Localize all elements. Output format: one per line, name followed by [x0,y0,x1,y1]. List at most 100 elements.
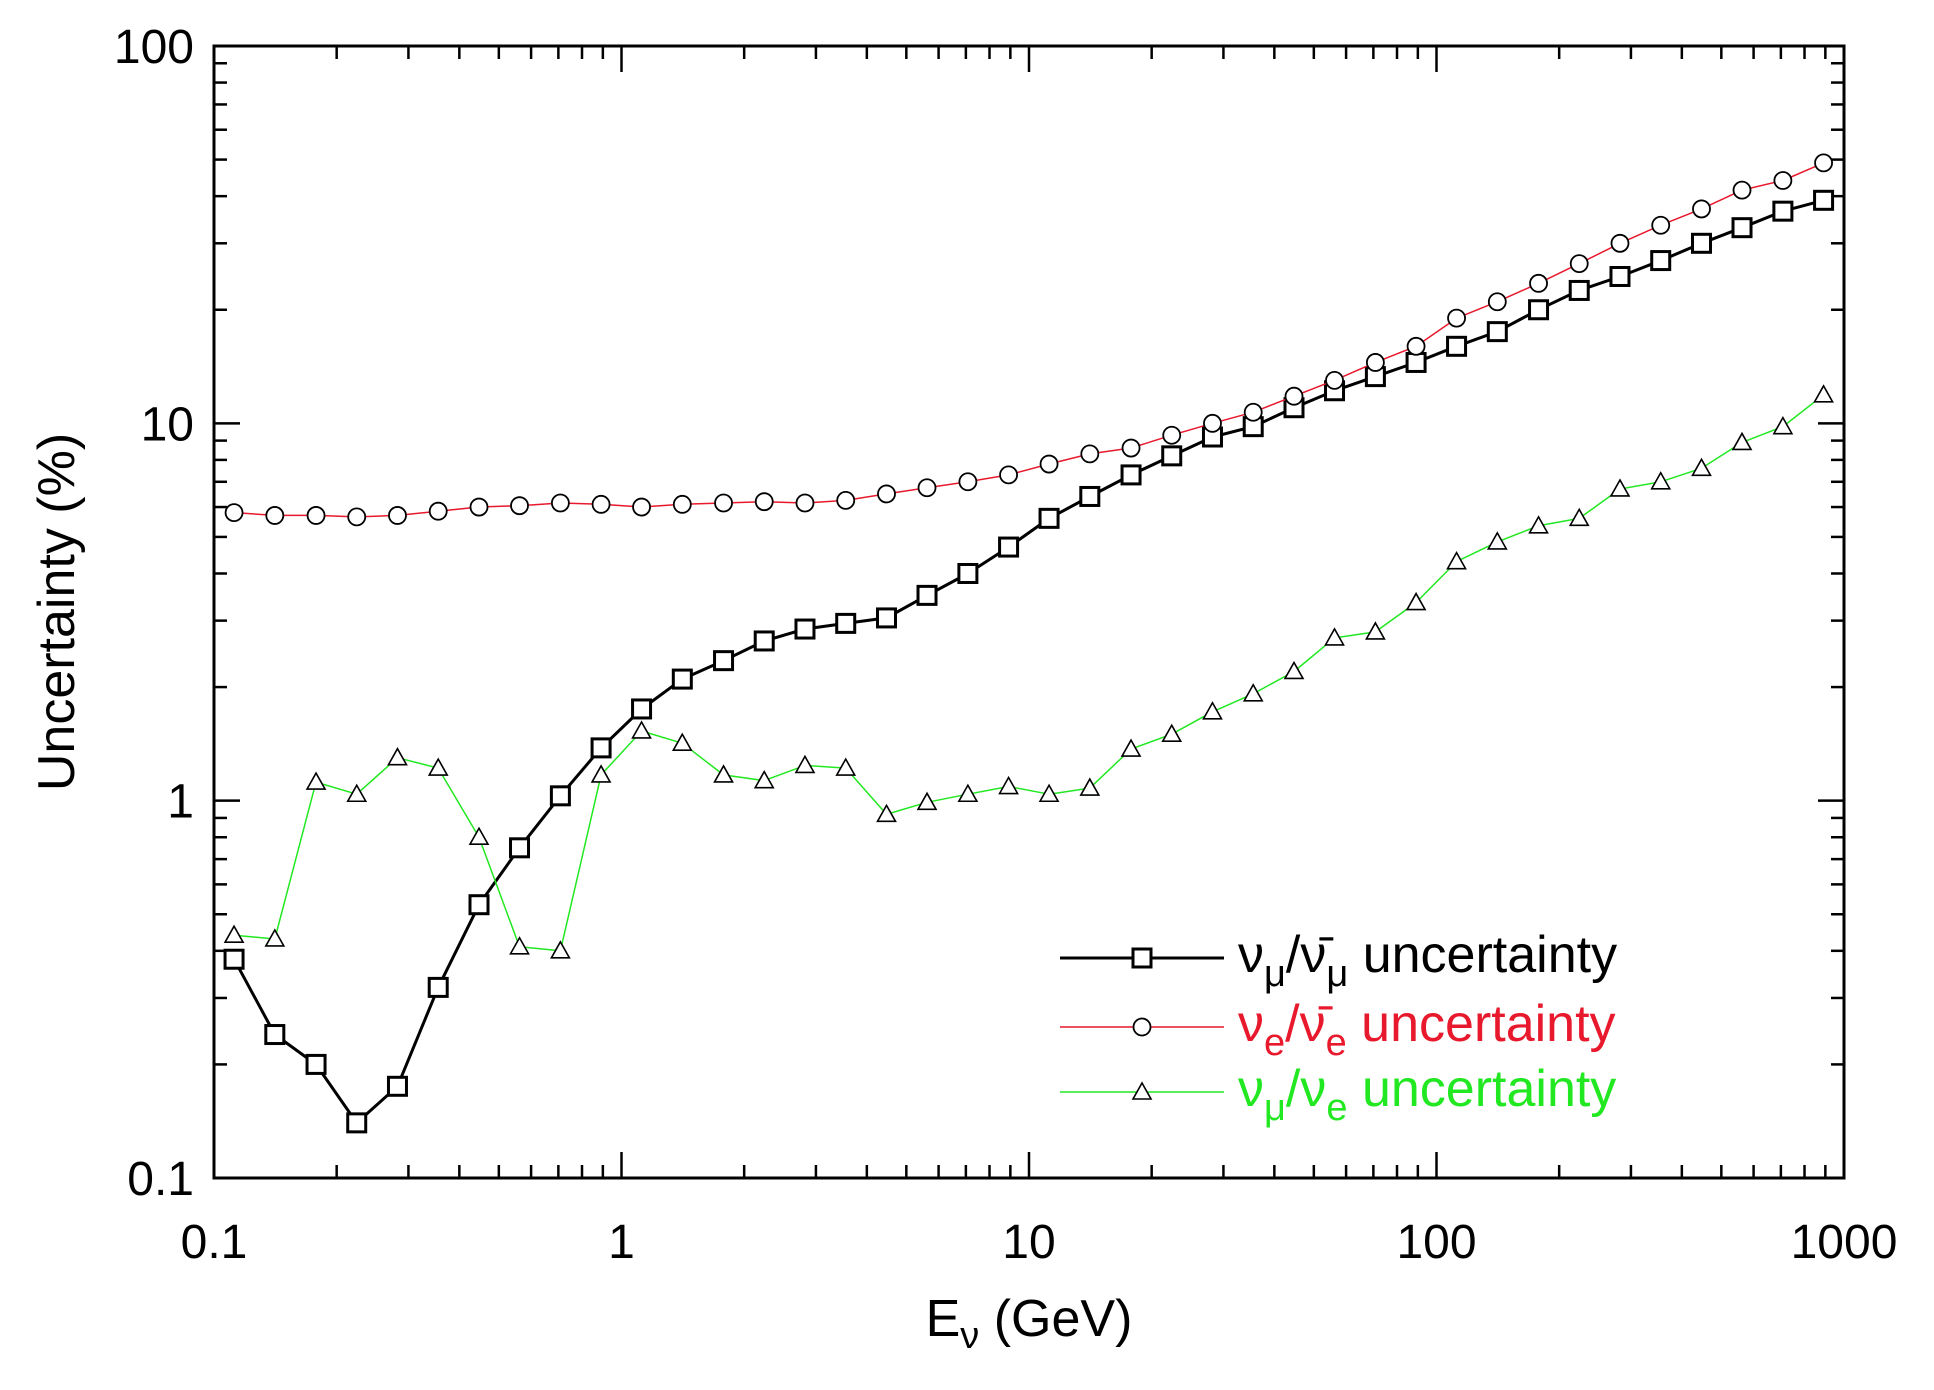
legend-marker [1131,947,1153,969]
data-point-circle [1487,292,1507,312]
legend-label-part: uncertainty [1347,995,1616,1053]
data-point-square [1120,464,1142,486]
data-point-circle [591,494,611,514]
legend-label: νμ/ν̄μ uncertainty [1238,926,1617,995]
series-square [223,189,1835,1134]
data-point-square [1405,351,1427,373]
data-point-triangle [1568,507,1590,527]
data-point-triangle [427,757,449,776]
data-point-circle [632,497,651,517]
legend-entry: νμ/ν̄μ uncertainty [1060,926,1617,995]
data-point-circle [1039,454,1059,474]
data-point-square [346,1112,368,1134]
data-point-circle [347,507,367,527]
data-point-circle [224,503,244,522]
data-point-triangle [1079,777,1101,796]
y-tick-label: 100 [114,21,194,74]
data-point-triangle [468,826,490,846]
data-point-square [1691,232,1713,254]
data-point-circle [795,493,815,513]
data-point-circle [714,493,733,513]
data-point-circle [672,494,692,514]
data-point-circle [510,496,529,516]
data-point-triangle [1609,478,1631,497]
legend-marker [1131,1081,1153,1100]
data-point-square [427,976,449,998]
legend-label-part: uncertainty [1348,926,1617,984]
data-point-square [1446,335,1468,357]
data-point-triangle [957,783,979,803]
data-point-square [631,698,653,720]
data-point-triangle [590,764,612,783]
data-point-square [264,1024,286,1046]
data-point-circle [958,472,978,492]
data-point-square [590,737,612,759]
data-point-circle [754,492,774,512]
data-point-square [1731,217,1753,239]
series-line [234,394,1825,952]
series-layer [223,153,1835,1134]
series-line [234,162,1824,518]
data-point-circle [917,478,937,498]
data-point-square [957,562,979,584]
data-point-square [1813,189,1835,211]
data-point-square [386,1075,408,1097]
data-point-triangle [1038,783,1060,803]
data-point-circle [1284,386,1304,406]
data-point-circle [388,506,407,525]
data-point-circle [1121,438,1141,458]
legend-label-part: e [1264,1022,1285,1064]
data-point-square [916,584,938,606]
data-point-circle [1529,273,1548,293]
legend-label-part: μ [1264,953,1286,995]
legend-label-part: ν [1238,995,1264,1053]
data-point-triangle [1813,384,1834,403]
data-point-triangle [1283,660,1305,680]
data-point-triangle [1486,531,1508,550]
data-point-circle [1651,215,1671,235]
data-point-square [1079,485,1101,507]
data-point-triangle [916,791,938,811]
data-point-square [1650,250,1672,272]
x-tick-label: 0.1 [181,1216,248,1269]
data-point-triangle [1691,457,1712,477]
data-point-triangle [1650,471,1672,490]
data-point-triangle [835,757,857,776]
legend-label: νe/ν̄e uncertainty [1238,995,1616,1064]
data-point-triangle [1161,723,1183,743]
data-point-square [549,785,571,807]
series-circle [224,153,1833,527]
data-point-circle [1610,233,1630,253]
data-point-square [753,630,775,652]
x-axis-label: Eν (GeV) [926,1290,1133,1357]
data-point-circle [1365,353,1385,372]
data-point-triangle [223,924,245,944]
data-point-triangle [1772,416,1794,435]
data-point-circle [1732,180,1752,200]
data-point-circle [1325,370,1344,390]
legend-entry: νe/ν̄e uncertainty [1060,995,1616,1064]
data-point-triangle [1242,683,1264,702]
data-point-triangle [998,775,1019,795]
data-point-square [835,612,857,634]
data-point-circle [1773,171,1793,190]
data-point-triangle [1405,591,1427,611]
data-point-square [1161,445,1183,467]
data-point-triangle [387,747,408,766]
data-point-circle [1814,153,1833,173]
data-point-triangle [305,771,327,790]
data-point-square [223,948,245,970]
data-point-triangle [713,764,734,783]
data-point-circle [836,490,856,510]
data-point-triangle [753,770,775,789]
legend-label-part: e [1326,1022,1347,1064]
data-point-circle [1162,425,1182,445]
data-point-circle [550,493,570,513]
x-tick-label: 10 [1002,1216,1055,1269]
data-point-triangle [1120,738,1142,757]
data-point-triangle [631,720,652,739]
data-point-square [1568,279,1590,301]
y-axis-label: Uncertainty (%) [28,433,86,791]
data-point-circle [877,484,896,504]
